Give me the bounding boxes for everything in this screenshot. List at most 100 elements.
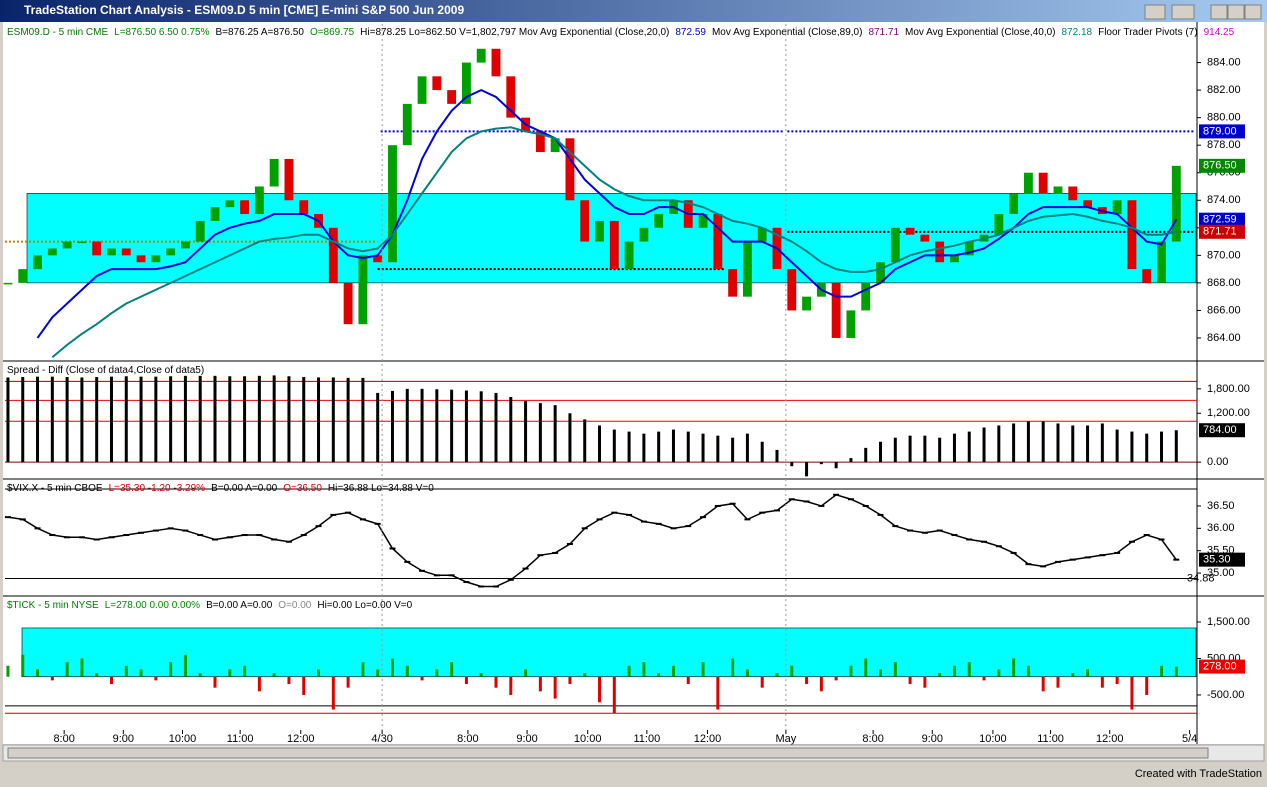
header-item: 871.71 — [868, 27, 899, 38]
x-tick-label: May — [775, 733, 796, 745]
candle — [166, 248, 176, 256]
bar — [982, 427, 986, 463]
bar — [657, 431, 661, 463]
bar — [21, 377, 25, 463]
y-tick-label: 882.00 — [1207, 84, 1241, 96]
candle — [639, 227, 649, 242]
bar — [154, 376, 158, 463]
bar — [1012, 658, 1016, 677]
bar — [598, 676, 602, 703]
bar — [198, 375, 202, 463]
last-value-box — [1199, 158, 1245, 173]
y-tick-label: 0.00 — [1207, 456, 1228, 468]
header-item: B=0.00 A=0.00 — [206, 600, 273, 611]
last-value-label: 876.50 — [1203, 160, 1237, 172]
header-item: $TICK - 5 min NYSE — [7, 600, 99, 611]
bar — [494, 392, 498, 463]
last-value-box — [1199, 423, 1245, 438]
bar — [390, 390, 394, 463]
bar — [405, 388, 409, 463]
header-item: 872.59 — [675, 27, 706, 38]
bar — [80, 658, 84, 677]
bar — [109, 676, 113, 685]
candle — [1023, 172, 1033, 194]
y-tick-label: 1,200.00 — [1207, 407, 1250, 419]
bar — [361, 662, 365, 677]
candle — [210, 207, 220, 221]
bar — [938, 437, 942, 463]
candle — [417, 76, 427, 104]
bar — [1026, 665, 1030, 677]
candle — [609, 220, 619, 270]
candle — [535, 131, 545, 153]
x-tick-label: 5/4 — [1182, 733, 1197, 745]
candle — [180, 241, 190, 249]
close-button[interactable] — [1244, 4, 1262, 20]
candle — [1142, 269, 1152, 283]
candle — [964, 241, 974, 256]
bar — [671, 429, 675, 463]
bar — [686, 676, 690, 685]
x-tick-label: 8:00 — [53, 733, 74, 745]
bar — [1012, 423, 1016, 463]
bar — [109, 376, 113, 463]
bar — [1086, 669, 1090, 677]
candle — [358, 255, 368, 325]
candle — [624, 241, 634, 270]
symbol-button[interactable] — [1144, 4, 1166, 20]
candle — [890, 227, 900, 263]
header-item: L=278.00 0.00 0.00% — [105, 600, 200, 611]
candle — [373, 255, 383, 263]
bar — [213, 676, 217, 688]
maximize-button[interactable] — [1227, 4, 1245, 20]
bar — [1100, 676, 1104, 688]
candle — [343, 282, 353, 325]
bar — [1174, 666, 1178, 677]
minimize-button[interactable] — [1210, 4, 1228, 20]
bar — [849, 458, 853, 463]
candle — [861, 282, 871, 311]
bar — [775, 673, 779, 677]
bar — [583, 419, 587, 463]
candle — [254, 186, 264, 215]
bar — [701, 662, 705, 677]
y-tick-label: 866.00 — [1207, 304, 1241, 316]
bar — [435, 669, 439, 677]
bar — [479, 673, 483, 677]
candle — [1083, 200, 1092, 208]
interval-button[interactable] — [1171, 4, 1195, 20]
bar — [317, 669, 321, 677]
bar — [331, 676, 335, 710]
header-item: Mov Avg Exponential (Close,89,0) — [712, 27, 862, 38]
last-value-label: 872.59 — [1203, 214, 1237, 226]
chart-area — [3, 22, 1264, 744]
bar — [1115, 676, 1119, 685]
candle — [713, 214, 723, 270]
bar — [509, 397, 513, 463]
bar — [257, 375, 261, 463]
bar — [509, 676, 513, 695]
bar — [420, 676, 424, 681]
bar — [923, 435, 927, 463]
x-tick-label: 9:00 — [516, 733, 537, 745]
scroll-thumb[interactable] — [7, 747, 1209, 759]
bar — [450, 389, 454, 463]
bar — [50, 376, 54, 463]
bar — [1071, 425, 1075, 463]
last-value-label: 784.00 — [1203, 424, 1237, 436]
candle — [742, 241, 752, 297]
bar — [538, 676, 542, 692]
x-tick-label: 12:00 — [694, 733, 722, 745]
bar — [1056, 423, 1060, 463]
bar — [50, 676, 54, 681]
bar — [686, 431, 690, 463]
candle — [905, 227, 915, 235]
header-item: Mov Avg Exponential (Close,40,0) — [905, 27, 1055, 38]
bar — [228, 669, 232, 677]
candle — [328, 227, 338, 283]
header-item: O=0.00 — [278, 600, 312, 611]
bar — [1026, 421, 1030, 463]
candle — [461, 62, 471, 104]
candle — [802, 296, 812, 311]
